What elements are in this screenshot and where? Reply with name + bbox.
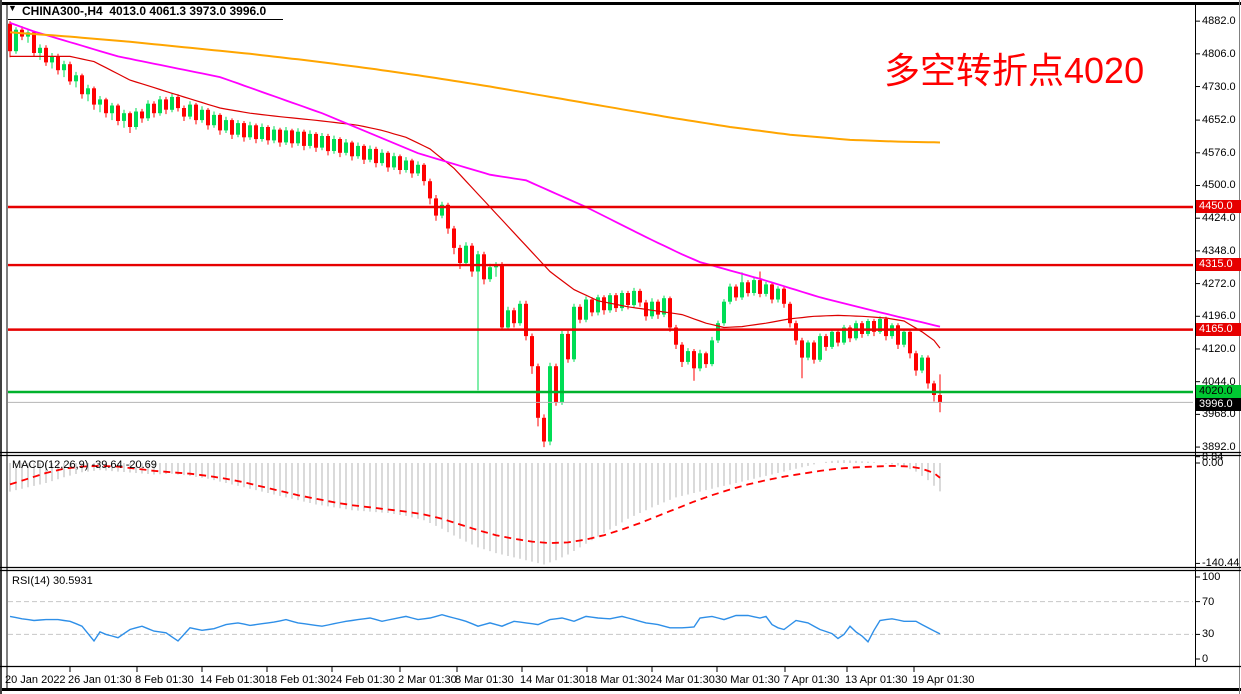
date-axis-label: 20 Jan 2022 <box>5 674 66 686</box>
ma-mid <box>9 22 941 328</box>
current-price-tag: 3996.0 <box>1196 398 1241 411</box>
rsi-indicator-label: RSI(14) 30.5931 <box>12 575 93 587</box>
price-axis-tick-label: 4576.0 <box>1202 147 1236 159</box>
price-axis-tick-label: 4652.0 <box>1202 114 1236 126</box>
price-axis-tick-label: 4348.0 <box>1202 245 1236 257</box>
price-axis-tick-label: 4882.0 <box>1202 15 1236 27</box>
rsi-axis-tick-label: 0 <box>1202 653 1209 665</box>
rsi-line <box>9 613 941 643</box>
macd-axis-tick-label: -140.44 <box>1202 557 1240 569</box>
date-axis-label: 2 Mar 01:30 <box>398 674 457 686</box>
macd-histogram <box>9 460 941 565</box>
date-axis-label: 26 Jan 01:30 <box>68 674 132 686</box>
date-axis-label: 13 Apr 01:30 <box>845 674 908 686</box>
price-axis-tick-label: 4806.0 <box>1202 48 1236 60</box>
price-axis-tick-label: 4424.0 <box>1202 212 1236 224</box>
price-tag-4315.0: 4315.0 <box>1196 258 1241 271</box>
date-axis-label: 8 Mar 01:30 <box>455 674 514 686</box>
date-axis-label: 24 Mar 01:30 <box>650 674 715 686</box>
window-top-edge <box>0 2 1241 5</box>
price-axis-tick-label: 4500.0 <box>1202 179 1236 191</box>
price-axis-tick-label: 3968.0 <box>1202 408 1236 420</box>
date-axis-label: 18 Feb 01:30 <box>265 674 330 686</box>
date-axis-label: 24 Feb 01:30 <box>330 674 395 686</box>
window-left-edge <box>0 0 2 694</box>
date-axis-label: 30 Mar 01:30 <box>715 674 780 686</box>
ma-slow <box>9 31 941 144</box>
annotation-text[interactable]: 多空转折点4020 <box>884 50 1145 91</box>
ma-fast <box>10 55 941 349</box>
rsi-axis-tick-label: 70 <box>1202 596 1215 608</box>
rsi-axis-tick-label: 30 <box>1202 628 1215 640</box>
date-axis-label: 8 Feb 01:30 <box>135 674 194 686</box>
price-axis-tick-label: 4272.0 <box>1202 278 1236 290</box>
macd-axis-tick-label: 0.00 <box>1202 457 1224 469</box>
window-bottom-edge <box>0 688 1241 691</box>
price-tag-4165.0: 4165.0 <box>1196 323 1241 336</box>
macd-axis-tick-label: 8.84 <box>1202 451 1224 463</box>
price-tag-4020.0: 4020.0 <box>1196 385 1241 398</box>
date-axis-label: 7 Apr 01:30 <box>783 674 840 686</box>
chart-dropdown-icon[interactable]: ▼ <box>8 3 17 13</box>
date-axis-label: 18 Mar 01:30 <box>585 674 650 686</box>
price-axis-tick-label: 3892.0 <box>1202 441 1236 453</box>
price-axis-tick-label: 4730.0 <box>1202 81 1236 93</box>
price-axis-tick-label: 4120.0 <box>1202 343 1236 355</box>
price-axis-tick-label: 4196.0 <box>1202 310 1236 322</box>
date-axis-label: 14 Mar 01:30 <box>520 674 585 686</box>
rsi-axis-tick-label: 100 <box>1202 571 1221 583</box>
macd-signal-line <box>9 464 941 545</box>
price-tag-4450.0: 4450.0 <box>1196 200 1241 213</box>
chart-ohlc-title: CHINA300-,H4 4013.0 4061.3 3973.0 3996.0 <box>22 4 267 18</box>
macd-indicator-label: MACD(12,26,9) -39.64 -20.69 <box>12 459 157 471</box>
date-axis-label: 14 Feb 01:30 <box>200 674 265 686</box>
date-axis-label: 19 Apr 01:30 <box>912 674 975 686</box>
